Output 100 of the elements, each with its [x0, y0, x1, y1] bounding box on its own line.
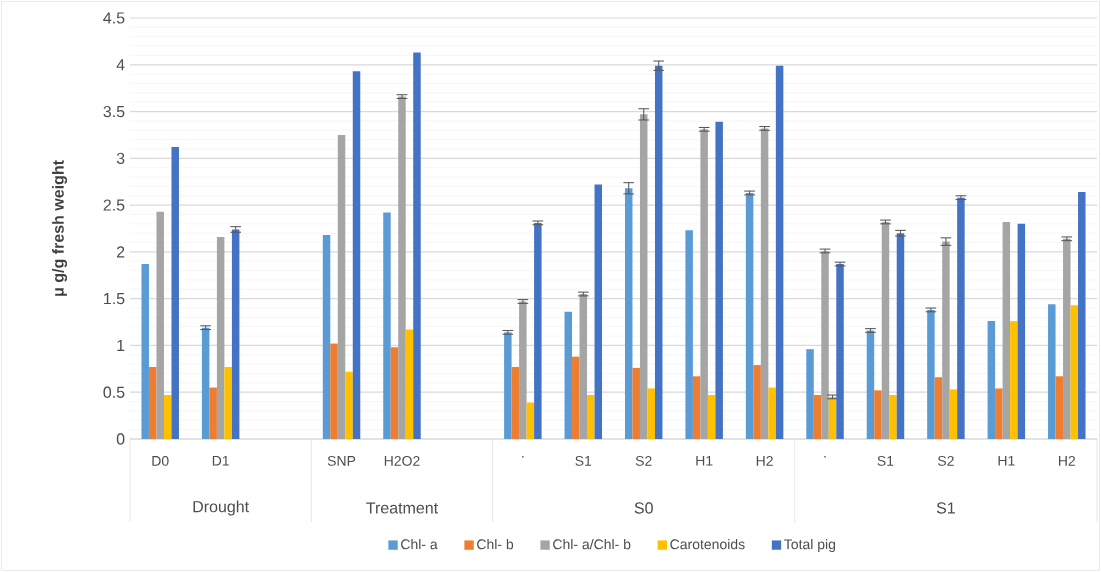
bar	[707, 395, 716, 439]
x-tick-label: H2O2	[384, 455, 420, 466]
bar	[1063, 238, 1071, 439]
y-tick-label: 1	[117, 339, 125, 351]
bar	[148, 366, 157, 439]
bar	[519, 301, 527, 439]
bar	[141, 264, 149, 439]
bar	[813, 395, 822, 439]
bar	[927, 309, 935, 439]
bar	[352, 71, 361, 439]
x-tick-label: S1	[877, 455, 894, 466]
bar	[579, 293, 588, 439]
x-tick-label: S1	[575, 455, 592, 466]
bar	[209, 387, 217, 439]
bar	[775, 65, 784, 439]
x-tick-label: S2	[635, 455, 652, 466]
y-axis-title: μ g/g fresh weight	[52, 160, 68, 296]
bar	[949, 389, 958, 439]
bar	[685, 230, 693, 439]
bar	[1078, 192, 1086, 439]
bar	[572, 356, 580, 439]
bar	[934, 377, 943, 439]
legend-label: Total pig	[784, 538, 836, 553]
bar	[413, 52, 421, 439]
bar	[1055, 376, 1064, 439]
legend-label: Chl- a/Chl- b	[553, 538, 631, 550]
bar	[330, 343, 338, 439]
legend-label: Carotenoids	[670, 538, 745, 550]
bar	[866, 330, 875, 439]
y-tick-label: 3.5	[103, 105, 125, 118]
bar	[753, 365, 761, 439]
y-tick-label: 1.5	[104, 293, 125, 305]
y-tick-label: 2	[116, 246, 125, 258]
bar	[692, 376, 701, 439]
y-tick-label: 0.5	[103, 386, 125, 398]
x-tick-label: H1	[696, 455, 713, 466]
y-tick-label: 3	[116, 152, 125, 164]
bar	[594, 184, 603, 439]
bar	[806, 349, 814, 439]
bar	[987, 321, 996, 439]
x-tick-label: ·	[824, 455, 826, 458]
x-tick-label: SNP	[327, 455, 356, 466]
x-tick-label: H2	[1058, 455, 1076, 466]
text: Treatment	[366, 502, 439, 514]
bar	[526, 402, 535, 439]
text: S1	[936, 502, 955, 514]
x-tick-label: H1	[998, 455, 1015, 466]
bar	[995, 388, 1003, 439]
x-tick-label: ·	[522, 455, 524, 458]
bar	[383, 212, 391, 439]
y-tick-label: 0	[116, 433, 125, 445]
bar	[504, 332, 512, 439]
bar	[624, 188, 633, 439]
bar	[564, 311, 573, 439]
bar	[639, 114, 648, 439]
bar	[889, 395, 897, 439]
bar	[1017, 223, 1026, 439]
bar	[828, 396, 837, 439]
text: Drought	[193, 500, 249, 516]
bar	[896, 233, 905, 439]
bar	[216, 236, 225, 439]
x-tick-label: D0	[152, 455, 169, 466]
bar	[821, 250, 829, 439]
bar	[511, 366, 520, 439]
x-tick-label: D1	[212, 455, 229, 466]
bar	[156, 211, 164, 439]
bar	[224, 366, 232, 439]
y-tick-label: 4	[116, 59, 125, 71]
bar	[1070, 305, 1079, 439]
bar	[163, 395, 172, 439]
bar	[654, 65, 663, 439]
bar	[647, 388, 655, 439]
bar	[1048, 304, 1056, 439]
bar	[632, 367, 640, 439]
bar	[405, 329, 414, 439]
bar	[390, 347, 399, 439]
bar	[398, 96, 406, 439]
bar	[700, 129, 708, 439]
text: S0	[634, 502, 653, 514]
y-tick-label: 2.5	[103, 199, 125, 211]
bar	[231, 229, 240, 439]
bar	[322, 235, 331, 439]
bar	[874, 390, 882, 439]
bar	[957, 197, 965, 439]
bar	[745, 192, 754, 439]
bar	[760, 128, 769, 439]
bar	[1002, 221, 1011, 439]
x-tick-label: H2	[756, 455, 773, 466]
x-tick-label: S2	[937, 455, 954, 466]
bar	[171, 147, 179, 439]
bar	[1010, 321, 1018, 439]
bar	[881, 221, 890, 439]
bar	[836, 264, 844, 439]
bar	[942, 241, 950, 439]
bar	[715, 121, 723, 439]
bar	[337, 134, 346, 439]
bar	[201, 327, 210, 439]
bar	[587, 395, 595, 439]
legend-label: Chl- a	[401, 538, 438, 550]
bar	[768, 387, 776, 439]
